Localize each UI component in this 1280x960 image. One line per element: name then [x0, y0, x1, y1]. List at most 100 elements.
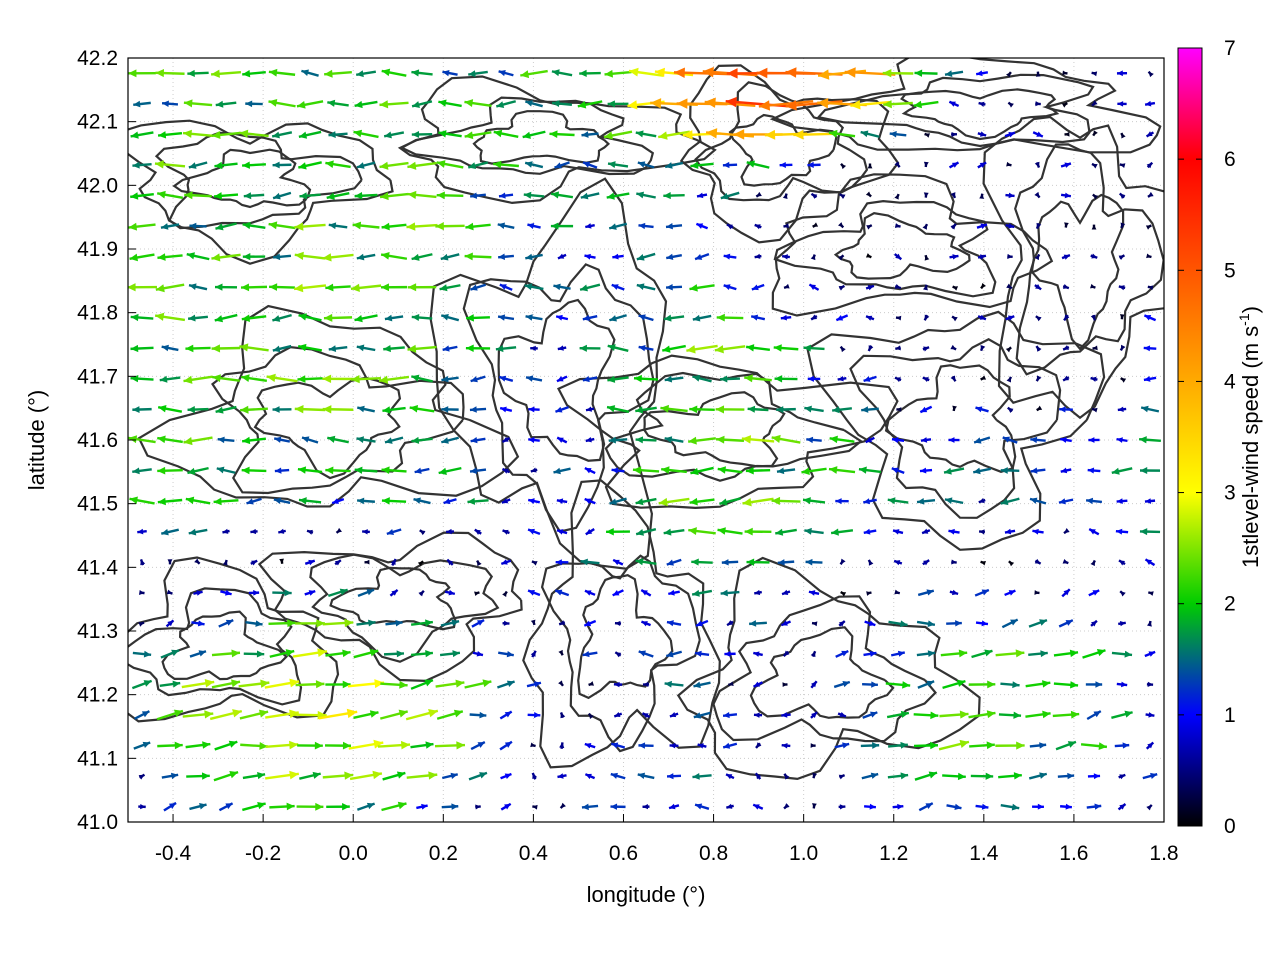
wind-arrow-head: [354, 314, 363, 323]
wind-arrow: [297, 466, 323, 474]
wind-arrow-head: [187, 406, 195, 414]
wind-arrow-head: [1116, 498, 1123, 504]
wind-arrow-head: [155, 284, 165, 293]
wind-arrow: [1025, 680, 1051, 688]
contour-line: [749, 626, 895, 719]
wind-arrow-head: [222, 560, 228, 566]
wind-arrow-head: [899, 620, 908, 628]
wind-arrow-head: [482, 679, 492, 688]
wind-arrow-head: [464, 131, 474, 140]
wind-arrow: [917, 589, 935, 597]
wind-arrow: [890, 650, 906, 657]
wind-arrow-head: [269, 283, 278, 291]
wind-arrow-head: [411, 253, 420, 261]
wind-arrow: [977, 161, 987, 169]
wind-arrow: [1062, 558, 1069, 565]
wind-arrow: [444, 589, 456, 596]
wind-arrow: [467, 497, 489, 505]
wind-arrow-head: [523, 191, 532, 199]
wind-arrow-head: [132, 467, 140, 475]
wind-arrow-head: [356, 162, 365, 169]
wind-arrow: [1087, 773, 1101, 780]
colorbar-title-end: ): [1238, 306, 1263, 313]
wind-arrow: [1139, 528, 1161, 536]
wind-arrow-head: [315, 680, 325, 689]
wind-arrow-head: [167, 620, 174, 627]
wind-arrow: [215, 222, 237, 231]
wind-arrow: [895, 345, 901, 351]
wind-arrow: [414, 467, 430, 474]
wind-arrow: [525, 100, 543, 108]
wind-arrow: [663, 314, 685, 322]
wind-arrow: [322, 253, 354, 262]
y-tick-label: 41.6: [77, 429, 118, 452]
wind-arrow-head: [666, 651, 674, 658]
wind-arrow-head: [501, 559, 508, 565]
wind-arrow: [132, 161, 152, 169]
wind-arrow: [1119, 314, 1125, 320]
wind-arrow-head: [1089, 529, 1096, 535]
wind-arrow: [532, 804, 538, 810]
wind-arrow: [1088, 528, 1100, 536]
wind-arrow-head: [188, 162, 197, 169]
wind-arrow-head: [1088, 437, 1095, 443]
wind-arrow-head: [1007, 407, 1014, 413]
wind-arrow: [665, 223, 683, 230]
wind-arrow: [530, 345, 538, 352]
wind-arrow: [272, 253, 292, 261]
wind-arrow-head: [1115, 528, 1123, 535]
wind-arrow-head: [841, 650, 849, 657]
wind-arrow: [187, 406, 209, 414]
wind-arrow: [530, 650, 537, 658]
wind-arrow-head: [1059, 406, 1066, 413]
wind-arrow: [973, 436, 991, 444]
wind-arrow: [1092, 345, 1098, 351]
wind-arrow-head: [894, 161, 900, 168]
wind-arrow-head: [776, 406, 784, 413]
wind-arrow-head: [328, 345, 337, 352]
wind-arrow: [781, 742, 791, 749]
wind-arrow: [250, 528, 258, 535]
wind-arrow-head: [294, 283, 304, 293]
wind-arrow-head: [285, 649, 295, 657]
wind-arrow: [584, 253, 596, 260]
wind-arrow: [950, 344, 957, 351]
wind-arrow: [349, 770, 383, 781]
wind-arrow: [240, 374, 268, 383]
wind-arrow-head: [1087, 467, 1095, 474]
wind-arrow-head: [379, 161, 389, 170]
wind-arrow-head: [749, 620, 757, 627]
wind-arrow: [1035, 71, 1041, 77]
wind-arrow: [637, 161, 655, 169]
wind-arrow: [495, 345, 517, 353]
wind-arrow: [1062, 375, 1070, 382]
wind-arrow-head: [201, 772, 210, 780]
wind-arrow-head: [894, 589, 900, 595]
wind-arrow-head: [584, 468, 592, 474]
wind-arrow: [524, 161, 544, 169]
wind-arrow-head: [981, 620, 988, 627]
wind-arrow-head: [697, 192, 704, 199]
wind-arrow: [465, 222, 491, 231]
wind-arrow-head: [1092, 194, 1099, 200]
wind-arrow-head: [279, 558, 284, 564]
wind-arrow: [278, 528, 286, 534]
wind-arrow-head: [717, 527, 726, 535]
contour-line: [577, 574, 674, 700]
wind-arrow: [211, 344, 241, 353]
wind-arrow: [951, 559, 957, 565]
wind-arrow-head: [1148, 712, 1155, 718]
wind-arrow-head: [172, 680, 181, 688]
wind-arrow-head: [722, 161, 730, 169]
wind-arrow: [691, 558, 713, 566]
wind-arrow: [138, 621, 145, 627]
wind-arrow-head: [949, 101, 956, 107]
wind-arrow: [865, 284, 875, 291]
wind-arrow: [556, 375, 568, 383]
wind-arrow-head: [976, 70, 983, 77]
wind-arrow: [130, 313, 154, 322]
wind-arrow-head: [407, 161, 417, 170]
wind-arrow: [892, 803, 904, 810]
wind-arrow: [975, 620, 989, 627]
wind-arrow-head: [693, 712, 702, 719]
